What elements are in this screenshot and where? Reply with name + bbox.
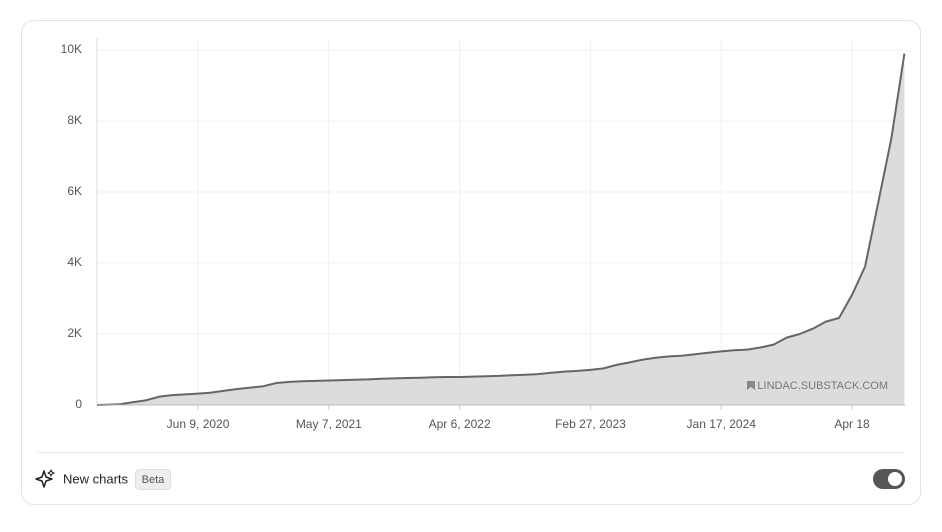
line [96,53,906,406]
y-tick-label: 6K [67,184,82,198]
x-tick-label: May 7, 2021 [296,417,362,431]
badge [135,469,171,490]
y-tick-label: 4K [67,255,82,269]
bookmark-icon [747,381,755,390]
y-tick-label: 0 [75,397,82,411]
badge-text: Beta [142,474,166,486]
footer-label: New charts [63,471,129,486]
x-tick-label: Apr 18 [834,417,870,431]
sparkle-icon [35,469,55,488]
y-tick-label: 8K [67,113,82,127]
y-tick-label: 10K [61,42,82,56]
x-tick-label: Jun 9, 2020 [167,417,230,431]
x-tick-label: Apr 6, 2022 [429,417,491,431]
toggle-knob [888,472,902,486]
watermark: LINDAC.SUBSTACK.COM [757,380,888,392]
y-tick-label: 2K [67,326,82,340]
x-tick-label: Feb 27, 2023 [555,417,626,431]
toggle[interactable] [873,469,905,489]
area [97,53,905,405]
x-tick-label: Jan 17, 2024 [687,417,757,431]
plot: 0 2K 4K 6K 8K 10K Jun 9, 2020 May 7, 2021 Apr 6,… [61,38,906,431]
